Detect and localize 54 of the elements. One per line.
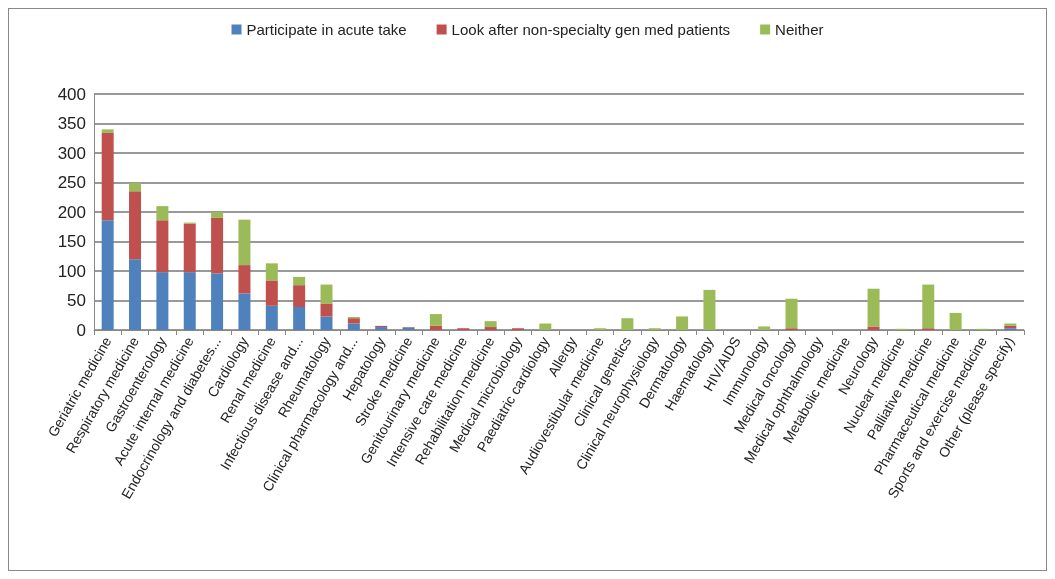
bar bbox=[922, 284, 935, 329]
bar bbox=[320, 316, 333, 330]
bar bbox=[949, 312, 962, 330]
bar bbox=[156, 220, 169, 273]
bar bbox=[293, 285, 306, 307]
bar bbox=[183, 223, 196, 273]
bar bbox=[211, 217, 224, 274]
bar bbox=[320, 284, 333, 304]
legend-label: Participate in acute take bbox=[246, 21, 407, 38]
bar bbox=[129, 259, 142, 330]
bar bbox=[101, 129, 114, 133]
y-tick-label: 150 bbox=[57, 232, 86, 251]
bar bbox=[429, 325, 442, 330]
bar bbox=[265, 263, 278, 281]
bar bbox=[347, 323, 360, 330]
bar bbox=[101, 132, 114, 221]
y-tick-label: 400 bbox=[57, 84, 86, 104]
y-tick-label: 250 bbox=[57, 173, 86, 192]
bar bbox=[676, 316, 689, 330]
y-tick-label: 200 bbox=[57, 202, 86, 222]
bar bbox=[238, 293, 251, 330]
bar bbox=[484, 327, 497, 330]
bar bbox=[129, 183, 142, 192]
bar bbox=[265, 305, 278, 330]
bar bbox=[101, 220, 114, 330]
bar bbox=[758, 326, 771, 330]
bar bbox=[211, 212, 224, 218]
bar bbox=[621, 318, 634, 330]
bar bbox=[867, 288, 880, 327]
bar bbox=[156, 272, 169, 330]
y-tick-label: 300 bbox=[57, 143, 86, 163]
y-tick-label: 0 bbox=[76, 320, 86, 340]
bar bbox=[293, 276, 306, 286]
bar bbox=[785, 298, 798, 329]
bar bbox=[129, 191, 142, 260]
bar bbox=[183, 272, 196, 330]
bar bbox=[265, 280, 278, 306]
y-tick-label: 350 bbox=[57, 114, 86, 133]
bar bbox=[539, 323, 552, 330]
bar bbox=[429, 314, 442, 326]
bar bbox=[211, 273, 224, 330]
bar bbox=[347, 318, 360, 324]
y-tick-label: 50 bbox=[67, 291, 86, 310]
legend-label: Look after non-specialty gen med patients bbox=[451, 21, 731, 38]
bar bbox=[293, 306, 306, 330]
bar bbox=[867, 326, 880, 330]
bar bbox=[156, 206, 169, 221]
bar bbox=[703, 289, 716, 330]
bar bbox=[238, 265, 251, 294]
bar bbox=[484, 321, 497, 328]
bar bbox=[238, 219, 251, 266]
legend-label: Neither bbox=[775, 21, 824, 38]
y-tick-label: 100 bbox=[57, 261, 86, 281]
bar bbox=[320, 303, 333, 317]
